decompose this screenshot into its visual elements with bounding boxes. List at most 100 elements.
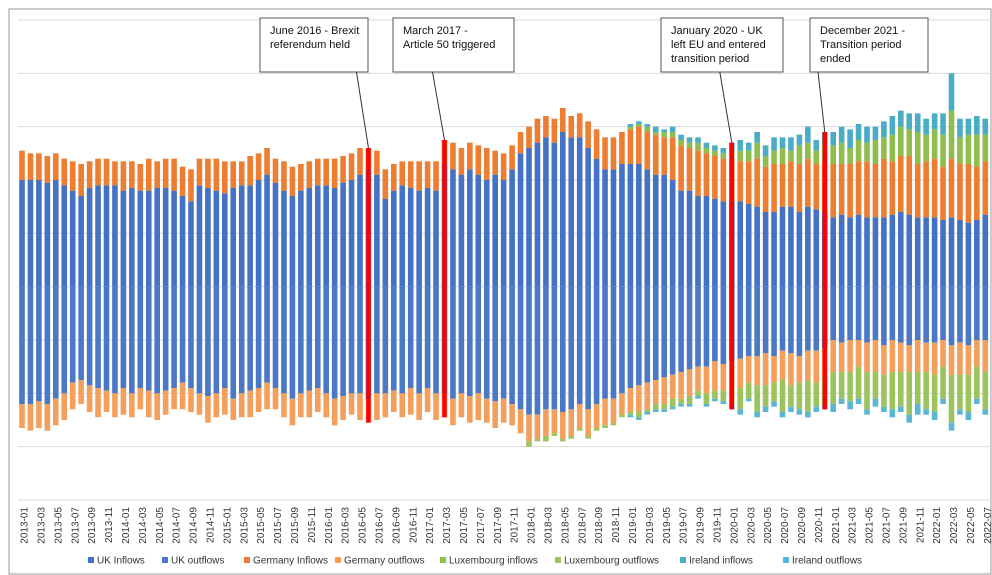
bar-segment: [238, 393, 245, 418]
bar-segment: [509, 169, 515, 287]
bar-segment: [382, 393, 389, 418]
bar-segment: [686, 286, 693, 370]
bar-segment: [36, 401, 42, 428]
legend-label: Germany outflows: [344, 556, 425, 567]
bar-segment: [940, 166, 946, 220]
bar-segment: [78, 196, 84, 287]
bar-segment: [424, 286, 431, 388]
bar-segment: [813, 350, 820, 383]
bar-segment: [222, 286, 228, 388]
bar-segment: [593, 428, 600, 431]
bar-segment: [864, 161, 870, 218]
bar-segment: [137, 190, 144, 287]
legend-label: Ireland inflows: [689, 556, 753, 567]
bar-segment: [450, 398, 456, 426]
bar-segment: [974, 286, 980, 340]
bar-segment: [306, 286, 313, 391]
bar-segment: [137, 388, 144, 410]
bar-segment: [872, 398, 879, 407]
bar-segment: [36, 153, 42, 180]
bar-segment: [222, 388, 228, 415]
bar-segment: [500, 286, 507, 399]
bar-segment: [179, 166, 186, 196]
bar-segment: [855, 340, 862, 367]
bar-segment: [331, 188, 338, 287]
bar-segment: [627, 414, 634, 418]
bar-segment: [602, 425, 608, 428]
bar-segment: [36, 286, 42, 402]
bar-segment: [19, 180, 25, 287]
bar-segment: [881, 406, 887, 412]
bar-segment: [382, 198, 389, 287]
bar-segment: [889, 372, 896, 410]
x-tick-label: 2021-09: [898, 507, 909, 544]
bar-segment: [179, 196, 186, 287]
bar-segment: [95, 388, 101, 418]
bar-segment: [838, 214, 845, 287]
event-marker: [366, 148, 371, 423]
bar-segment: [855, 366, 862, 399]
bar-segment: [568, 116, 575, 138]
bar-segment: [914, 372, 921, 404]
bar-segment: [940, 366, 946, 399]
bar-segment: [686, 396, 693, 404]
bar-segment: [889, 134, 896, 162]
x-tick-label: 2014-03: [138, 507, 149, 544]
bar-segment: [86, 161, 93, 188]
bar-segment: [230, 161, 237, 188]
bar-segment: [196, 286, 203, 394]
bar-segment: [745, 142, 752, 151]
bar-segment: [27, 153, 34, 180]
bar-segment: [771, 401, 777, 407]
bar-segment: [247, 156, 253, 186]
bar-segment: [467, 286, 473, 396]
bar-segment: [61, 158, 68, 186]
bar-segment: [762, 286, 769, 354]
bar-segment: [652, 134, 659, 175]
bar-segment: [230, 188, 237, 287]
bar-segment: [543, 436, 549, 442]
bar-segment: [61, 393, 68, 420]
x-tick-label: 2016-01: [324, 507, 335, 544]
bar-segment: [720, 364, 727, 391]
event-marker: [442, 140, 447, 418]
bar-segment: [906, 345, 913, 372]
x-tick-label: 2018-11: [611, 507, 622, 543]
bar-segment: [652, 126, 659, 132]
bar-segment: [129, 393, 135, 418]
bar-segment: [137, 286, 144, 388]
bar-segment: [27, 404, 34, 431]
bar-segment: [636, 286, 642, 386]
bar-segment: [196, 393, 203, 415]
bar-segment: [737, 388, 744, 410]
bar-segment: [847, 129, 853, 148]
bar-segment: [745, 204, 752, 287]
bar-segment: [931, 113, 938, 130]
bar-segment: [382, 286, 389, 394]
bar-segment: [737, 201, 744, 287]
bar-segment: [847, 340, 853, 372]
bar-segment: [771, 164, 777, 212]
bar-segment: [948, 110, 955, 159]
bar-segment: [948, 158, 955, 218]
x-tick-label: 2013-07: [70, 507, 81, 544]
bar-segment: [678, 190, 684, 287]
annotation-text: March 2017 -: [403, 25, 468, 37]
bar-segment: [830, 217, 836, 287]
bar-segment: [44, 286, 51, 404]
bar-segment: [898, 212, 904, 287]
bar-segment: [974, 398, 980, 404]
bar-segment: [712, 398, 718, 402]
bar-segment: [602, 169, 608, 287]
bar-segment: [864, 342, 870, 372]
bar-segment: [847, 148, 853, 164]
bar-segment: [585, 121, 591, 148]
bar-segment: [19, 150, 25, 180]
bar-segment: [213, 158, 220, 191]
bar-segment: [830, 145, 836, 164]
bar-segment: [872, 217, 879, 287]
bar-segment: [568, 409, 575, 436]
bar-segment: [433, 190, 439, 287]
bar-segment: [534, 438, 541, 442]
bar-segment: [695, 142, 701, 151]
